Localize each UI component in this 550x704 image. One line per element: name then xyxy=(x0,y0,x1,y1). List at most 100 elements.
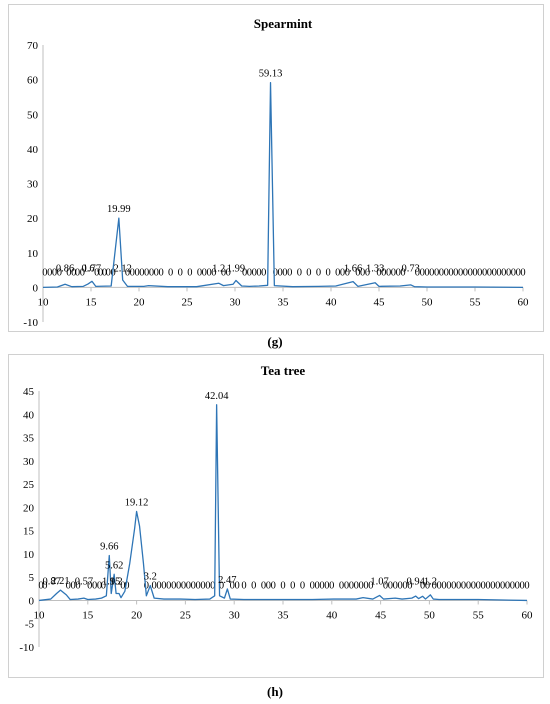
data-label: 1.2 xyxy=(212,263,225,274)
data-label: 0 xyxy=(271,580,276,591)
data-label: 0 xyxy=(280,580,285,591)
data-label: 0 xyxy=(139,267,144,278)
y-tick-label: 50 xyxy=(27,109,39,121)
data-label: 0 xyxy=(383,580,388,591)
data-label: 0.87 xyxy=(43,576,61,587)
data-label: 0 xyxy=(210,580,215,591)
data-label: 0 xyxy=(397,580,402,591)
data-label: 0 xyxy=(396,267,401,278)
y-tick-label: 35 xyxy=(23,433,35,445)
data-label: 0 xyxy=(490,580,495,591)
data-label: 0 xyxy=(158,267,163,278)
x-tick-label: 55 xyxy=(473,609,485,621)
x-tick-label: 45 xyxy=(375,609,387,621)
data-label: 0 xyxy=(420,267,425,278)
y-tick-label: 60 xyxy=(27,75,39,87)
data-label: 0 xyxy=(300,580,305,591)
data-label: 0 xyxy=(168,267,173,278)
data-label: 0 xyxy=(358,580,363,591)
data-label: 0 xyxy=(437,580,442,591)
data-label: 0 xyxy=(324,580,329,591)
data-label: 0 xyxy=(242,267,247,278)
y-tick-label: 30 xyxy=(23,456,35,468)
data-label: 0 xyxy=(226,267,231,278)
x-tick-label: 40 xyxy=(326,296,338,308)
peak-label: 42.04 xyxy=(205,391,229,402)
data-label: 0 xyxy=(87,580,92,591)
data-label: 0 xyxy=(221,267,226,278)
data-label: 0 xyxy=(339,580,344,591)
data-label: 0 xyxy=(241,580,246,591)
y-tick-label: 45 xyxy=(23,386,35,398)
data-label: 0 xyxy=(287,267,292,278)
data-label: 0 xyxy=(365,267,370,278)
data-label: 0 xyxy=(230,580,235,591)
data-label: 1.95 xyxy=(102,576,120,587)
data-label: 0 xyxy=(441,580,446,591)
data-label: 0 xyxy=(247,267,252,278)
data-label: 0 xyxy=(432,580,437,591)
data-label: 0 xyxy=(329,580,334,591)
data-label: 0 xyxy=(485,580,490,591)
data-label: 0 xyxy=(106,267,111,278)
data-label: 0 xyxy=(154,267,159,278)
data-label: 0 xyxy=(516,267,521,278)
chart-panel-tea-tree: Tea tree -10 -5 0 5 10 15 20 25 30 35 40 45 10 15 20 25 3… xyxy=(8,354,544,678)
data-label: 0 xyxy=(47,267,52,278)
data-label: 0 xyxy=(187,267,192,278)
data-label: 0 xyxy=(335,267,340,278)
data-label: 0 xyxy=(152,580,157,591)
data-label: 0 xyxy=(205,580,210,591)
data-label: 0 xyxy=(266,580,271,591)
data-label: 0 xyxy=(101,580,106,591)
peak-label: 19.12 xyxy=(125,497,149,508)
y-tick-label: 40 xyxy=(27,144,39,156)
x-tick-label: 50 xyxy=(424,609,436,621)
data-label: 0 xyxy=(144,267,149,278)
spearmint-chart: Spearmint -10 0 10 20 30 40 50 60 70 10 15 20 25 30 35 4… xyxy=(23,16,529,329)
data-label: 0 xyxy=(448,267,453,278)
x-tick-label: 50 xyxy=(422,296,434,308)
y-tick-label: 5 xyxy=(29,572,35,584)
x-tick-label: 10 xyxy=(34,609,46,621)
x-tick-label: 15 xyxy=(86,296,98,308)
y-tick-label: 0 xyxy=(29,595,35,607)
data-label: 0 xyxy=(349,580,354,591)
data-label: 0 xyxy=(451,580,456,591)
data-label: 0 xyxy=(181,580,186,591)
data-label: 0 xyxy=(273,267,278,278)
y-tick-label: -10 xyxy=(23,317,38,329)
data-label: 0 xyxy=(402,580,407,591)
data-label: 0 xyxy=(75,580,80,591)
x-tick-label: 30 xyxy=(229,609,241,621)
data-label: 1.2 xyxy=(110,576,123,587)
data-label: 0 xyxy=(424,267,429,278)
data-label: 0 xyxy=(319,580,324,591)
data-label: 0 xyxy=(444,267,449,278)
data-label: 0 xyxy=(197,267,202,278)
chart-title: Tea tree xyxy=(261,363,306,378)
data-label: 0 xyxy=(252,267,257,278)
data-label: 0 xyxy=(130,267,135,278)
data-label: 0 xyxy=(149,267,154,278)
x-tick-label: 15 xyxy=(82,609,94,621)
data-label: 0 xyxy=(458,267,463,278)
data-label: 0 xyxy=(57,267,62,278)
y-tick-label: 10 xyxy=(23,549,35,561)
data-label: 0 xyxy=(325,267,330,278)
y-tick-label: 25 xyxy=(23,479,35,491)
data-label: 0 xyxy=(515,580,520,591)
data-label: 0 xyxy=(120,580,125,591)
data-label: 0 xyxy=(297,267,302,278)
data-label: 0 xyxy=(510,580,515,591)
data-label: 0 xyxy=(102,267,107,278)
data-label: 0 xyxy=(80,267,85,278)
data-label: 0 xyxy=(468,267,473,278)
x-tick-label: 45 xyxy=(374,296,386,308)
data-label: 0 xyxy=(480,580,485,591)
data-label: 1.07 xyxy=(370,576,388,587)
data-label: 0 xyxy=(66,580,71,591)
data-label: 0 xyxy=(178,267,183,278)
data-label: 0 xyxy=(456,580,461,591)
data-label: 0 xyxy=(434,267,439,278)
